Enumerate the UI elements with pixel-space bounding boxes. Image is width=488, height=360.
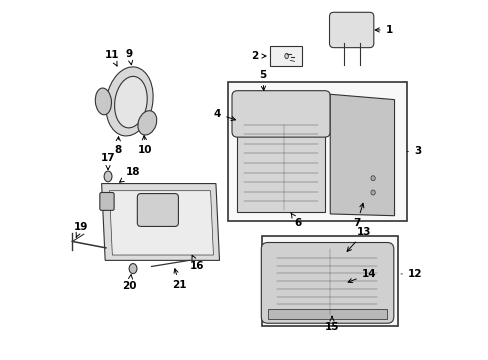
Bar xyxy=(228,82,406,221)
Text: 11: 11 xyxy=(104,50,119,66)
Ellipse shape xyxy=(370,190,374,195)
Ellipse shape xyxy=(370,176,374,181)
FancyBboxPatch shape xyxy=(261,243,393,323)
Text: 15: 15 xyxy=(324,316,339,332)
Ellipse shape xyxy=(104,171,112,182)
Ellipse shape xyxy=(95,88,111,115)
FancyBboxPatch shape xyxy=(329,12,373,48)
Polygon shape xyxy=(237,98,324,212)
Text: 10: 10 xyxy=(138,136,152,155)
Text: 9: 9 xyxy=(125,49,133,65)
FancyBboxPatch shape xyxy=(100,193,114,210)
Text: 8: 8 xyxy=(114,137,121,155)
Text: 3: 3 xyxy=(406,147,421,157)
Polygon shape xyxy=(109,191,213,255)
Text: 2: 2 xyxy=(251,51,265,61)
Text: 7: 7 xyxy=(353,203,363,228)
Ellipse shape xyxy=(114,76,147,128)
Text: 21: 21 xyxy=(172,269,186,290)
FancyBboxPatch shape xyxy=(137,194,178,226)
Text: 18: 18 xyxy=(120,167,140,182)
Bar xyxy=(262,237,397,326)
Text: 13: 13 xyxy=(346,227,371,251)
Polygon shape xyxy=(102,184,219,260)
Bar xyxy=(269,46,301,66)
Polygon shape xyxy=(329,94,394,216)
Text: 19: 19 xyxy=(74,222,88,237)
Ellipse shape xyxy=(105,67,153,136)
Text: 6: 6 xyxy=(290,213,301,228)
Text: 5: 5 xyxy=(258,70,265,90)
Text: 14: 14 xyxy=(347,269,376,283)
Ellipse shape xyxy=(129,264,137,274)
Text: 20: 20 xyxy=(122,275,137,291)
Ellipse shape xyxy=(285,53,288,59)
Text: 12: 12 xyxy=(400,269,422,279)
FancyBboxPatch shape xyxy=(231,91,329,137)
Text: 1: 1 xyxy=(374,25,392,35)
Text: 17: 17 xyxy=(101,153,115,170)
Text: 4: 4 xyxy=(213,109,235,121)
Text: 16: 16 xyxy=(190,255,204,271)
Ellipse shape xyxy=(138,111,157,135)
Bar xyxy=(267,309,386,319)
